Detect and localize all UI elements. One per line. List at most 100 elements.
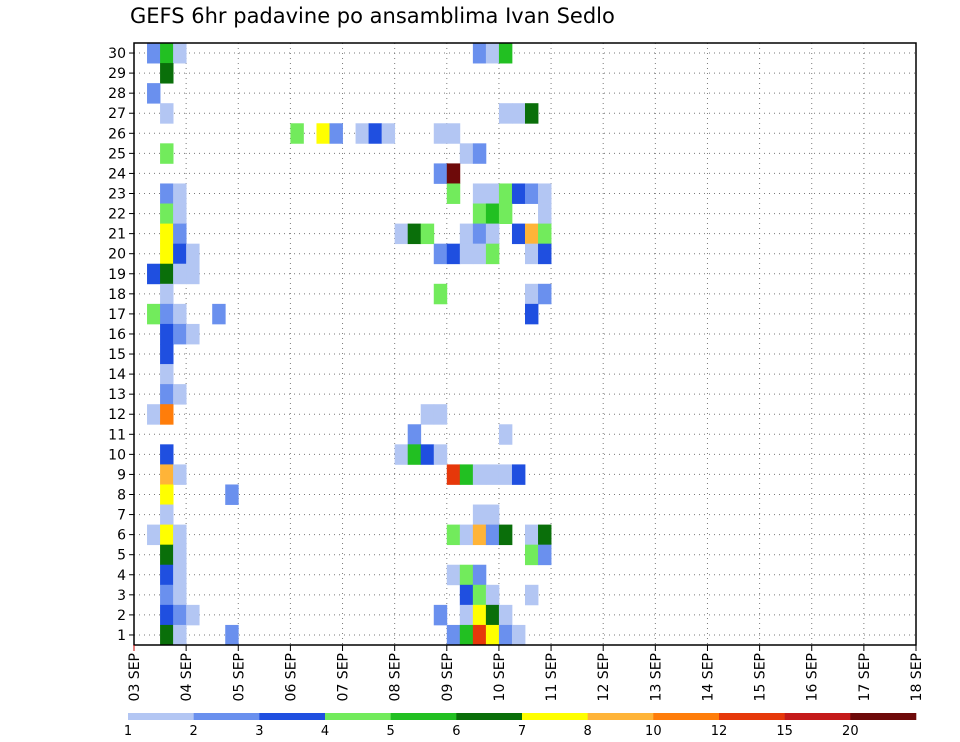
heatmap-cell xyxy=(173,183,187,204)
heatmap-cell xyxy=(472,223,487,245)
heatmap-cell xyxy=(173,624,187,646)
heatmap-cell xyxy=(538,243,552,265)
heatmap-cell xyxy=(485,464,500,485)
heatmap-cell xyxy=(498,464,513,485)
heatmap-cell xyxy=(160,43,174,64)
heatmap-cell xyxy=(446,524,461,546)
y-tick-label: 6 xyxy=(117,528,126,544)
heatmap-cell xyxy=(459,464,474,485)
x-tick-label: 18 SEP xyxy=(909,653,925,701)
y-tick-label: 14 xyxy=(108,367,126,383)
heatmap-cell xyxy=(316,123,330,144)
heatmap-cell xyxy=(160,143,174,164)
heatmap-cell xyxy=(160,584,174,606)
heatmap-cell xyxy=(420,444,435,465)
heatmap-cell xyxy=(433,123,448,144)
heatmap-cell xyxy=(472,564,487,586)
y-tick-label: 28 xyxy=(108,86,126,102)
chart-title: GEFS 6hr padavine po ansamblima Ivan Sed… xyxy=(130,4,615,28)
legend-swatch xyxy=(719,713,785,720)
legend-swatch xyxy=(259,713,326,720)
y-tick-label: 5 xyxy=(117,548,126,564)
x-tick-label: 06 SEP xyxy=(283,653,299,701)
heatmap-cell xyxy=(525,303,539,325)
y-tick-label: 21 xyxy=(108,227,126,243)
heatmap-cell xyxy=(446,163,461,184)
heatmap-cell xyxy=(511,223,526,245)
heatmap-cell xyxy=(160,544,174,566)
heatmap-cell xyxy=(485,584,500,606)
heatmap-cell xyxy=(525,584,539,606)
y-tick-label: 30 xyxy=(108,46,126,62)
heatmap-cell xyxy=(407,424,422,445)
heatmap-cell xyxy=(511,103,526,124)
heatmap-cell xyxy=(160,263,174,285)
heatmap-cell xyxy=(525,283,539,305)
heatmap-cell xyxy=(173,323,187,345)
heatmap-cell xyxy=(485,223,500,245)
heatmap-cell xyxy=(160,243,174,265)
heatmap-cell xyxy=(525,223,539,245)
heatmap-cell xyxy=(160,484,174,505)
heatmap-cell xyxy=(173,263,187,285)
heatmap-cell xyxy=(173,524,187,546)
x-tick-label: 17 SEP xyxy=(857,653,873,701)
x-tick-label: 09 SEP xyxy=(440,653,456,701)
legend-threshold-label: 20 xyxy=(842,724,859,739)
heatmap-cell xyxy=(433,404,448,425)
heatmap-cell xyxy=(472,584,487,606)
y-tick-label: 18 xyxy=(108,287,126,303)
heatmap-cell xyxy=(525,103,539,124)
y-tick-label: 8 xyxy=(117,488,126,504)
y-tick-label: 11 xyxy=(108,427,126,443)
heatmap-cell xyxy=(446,123,461,144)
x-tick-label: 10 SEP xyxy=(492,653,508,701)
heatmap-cell xyxy=(459,584,474,606)
x-tick-label: 07 SEP xyxy=(336,653,352,701)
heatmap-cell xyxy=(525,243,539,265)
heatmap-cell xyxy=(459,143,474,164)
heatmap-cell xyxy=(459,223,474,245)
y-tick-label: 20 xyxy=(108,247,126,263)
legend-threshold-label: 2 xyxy=(190,724,198,739)
legend-swatch xyxy=(193,713,260,720)
heatmap-cell xyxy=(498,624,513,646)
heatmap-cell xyxy=(433,283,448,305)
heatmap-cell xyxy=(498,604,513,626)
heatmap-cell xyxy=(355,123,369,144)
heatmap-cell xyxy=(147,303,161,325)
heatmap-cell xyxy=(368,123,383,144)
legend-swatch xyxy=(850,713,917,720)
heatmap-cell xyxy=(173,303,187,325)
y-tick-label: 17 xyxy=(108,307,126,323)
heatmap-cell xyxy=(147,404,161,425)
heatmap-cell xyxy=(485,504,500,525)
x-tick-label: 05 SEP xyxy=(231,653,247,701)
legend-swatch xyxy=(128,713,194,720)
x-tick-label: 04 SEP xyxy=(179,653,195,701)
heatmap-cell xyxy=(472,143,487,164)
heatmap-cell xyxy=(420,223,435,245)
heatmap-cell xyxy=(446,624,461,646)
y-tick-label: 25 xyxy=(108,146,126,162)
y-tick-label: 2 xyxy=(117,608,126,624)
heatmap-cell xyxy=(525,524,539,546)
heatmap-cell xyxy=(511,624,526,646)
heatmap-cell xyxy=(485,243,500,265)
y-tick-label: 26 xyxy=(108,126,126,142)
heatmap-cell xyxy=(446,564,461,586)
y-tick-label: 9 xyxy=(117,467,126,483)
heatmap-cell xyxy=(160,323,174,345)
heatmap-cell xyxy=(147,43,161,64)
heatmap-cell xyxy=(186,263,200,285)
heatmap-cell xyxy=(459,624,474,646)
heatmap-cell xyxy=(381,123,396,144)
heatmap-cell xyxy=(173,564,187,586)
x-tick-label: 03 SEP xyxy=(127,653,143,701)
heatmap-cell xyxy=(173,223,187,245)
legend-swatch xyxy=(522,713,588,720)
heatmap-cell xyxy=(472,524,487,546)
heatmap-cell xyxy=(173,604,187,626)
legend-threshold-label: 7 xyxy=(518,724,526,739)
heatmap-cell xyxy=(160,103,174,124)
